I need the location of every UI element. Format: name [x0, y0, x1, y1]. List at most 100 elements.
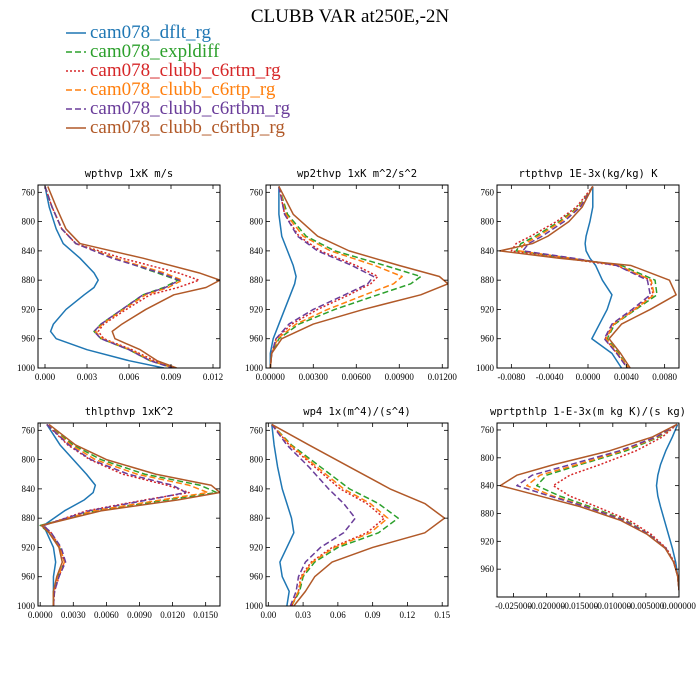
- panel-title: wprtpthlp 1-E-3x(m kg K)/(s kg): [490, 406, 686, 418]
- y-tick-label: 880: [250, 275, 264, 285]
- panel-title: rtpthvp 1E-3x(kg/kg) K: [518, 168, 658, 180]
- x-tick-label: 0.0090: [127, 610, 152, 620]
- x-tick-label: 0.00600: [342, 372, 372, 382]
- x-tick-label: 0.006: [119, 372, 140, 382]
- y-tick-label: 800: [250, 217, 264, 227]
- y-tick-label: 920: [22, 542, 36, 552]
- y-tick-label: 960: [22, 572, 36, 582]
- panel-3: rtpthvp 1E-3x(kg/kg) K 760 800 840 880 920 960…: [476, 168, 680, 382]
- panel-title: thlpthvp 1xK^2: [85, 406, 174, 418]
- y-tick-label: 960: [22, 334, 36, 344]
- y-tick-label: 800: [22, 455, 36, 465]
- x-tick-label: 0.0080: [652, 372, 677, 382]
- y-tick-label: 760: [250, 425, 264, 435]
- series-line-cam078_dflt_rg: [44, 186, 165, 368]
- series-line-cam078_dflt_rg: [655, 424, 679, 591]
- y-tick-label: 840: [22, 484, 36, 494]
- y-tick-label: 840: [250, 484, 264, 494]
- series-line-cam078_expldiff: [515, 186, 658, 368]
- x-tick-label: 0.06: [330, 610, 346, 620]
- x-tick-label: -0.020000: [528, 601, 565, 611]
- y-tick-label: 1000: [17, 601, 36, 611]
- series-line-cam078_expldiff: [44, 186, 179, 368]
- x-tick-label: 0.000000: [662, 601, 696, 611]
- y-tick-label: 920: [481, 304, 495, 314]
- y-tick-label: 840: [22, 246, 36, 256]
- x-tick-label: 0.09: [365, 610, 381, 620]
- legend-label-cam078_clubb_c6rtm_rg: cam078_clubb_c6rtm_rg: [90, 60, 281, 81]
- series-line-cam078_clubb_c6rtbm_rg: [516, 423, 679, 591]
- series-line-cam078_dflt_rg: [271, 424, 295, 606]
- y-tick-label: 760: [481, 425, 495, 435]
- legend: cam078_dflt_rgcam078_expldiffcam078_club…: [66, 22, 291, 138]
- series-line-cam078_clubb_c6rtm_rg: [552, 423, 679, 591]
- panel-title: wp4 1x(m^4)/(s^4): [303, 406, 410, 418]
- x-tick-label: 0.003: [77, 372, 98, 382]
- series-line-cam078_clubb_c6rtbm_rg: [44, 186, 181, 368]
- series-line-cam078_clubb_c6rtbp_rg: [499, 186, 677, 368]
- series-line-cam078_clubb_c6rtm_rg: [269, 186, 379, 368]
- y-tick-label: 840: [481, 481, 495, 491]
- x-tick-label: -0.015000: [561, 601, 598, 611]
- figure-title: CLUBB VAR at250E,-2N: [251, 6, 450, 27]
- y-tick-label: 960: [250, 572, 264, 582]
- x-tick-label: 0.15: [434, 610, 450, 620]
- plot-frame: [265, 184, 449, 369]
- x-tick-label: 0.0030: [61, 610, 86, 620]
- series-line-cam078_clubb_c6rtm_rg: [510, 185, 654, 368]
- y-tick-label: 760: [481, 187, 495, 197]
- panel-4: thlpthvp 1xK^276080084088092096010000.00…: [17, 406, 221, 620]
- panel-title: wp2thvp 1xK m^2/s^2: [297, 168, 417, 180]
- x-tick-label: -0.0080: [497, 372, 525, 382]
- x-tick-label: -0.0040: [536, 372, 564, 382]
- y-tick-label: 880: [250, 513, 264, 523]
- y-tick-label: 880: [481, 275, 495, 285]
- x-tick-label: 0.00000: [256, 372, 286, 382]
- y-tick-label: 880: [481, 508, 495, 518]
- y-tick-label: 840: [250, 246, 264, 256]
- x-tick-label: 0.0120: [160, 610, 185, 620]
- series-line-cam078_clubb_c6rtbp_rg: [271, 423, 446, 606]
- series-line-cam078_clubb_c6rtp_rg: [526, 423, 679, 591]
- x-tick-label: 0.012: [203, 372, 223, 382]
- y-tick-label: 920: [250, 304, 264, 314]
- x-tick-label: 0.0040: [614, 372, 639, 382]
- x-tick-label: -0.025000: [495, 601, 532, 611]
- y-tick-label: 760: [250, 187, 264, 197]
- series-line-cam078_clubb_c6rtbp_rg: [40, 423, 220, 606]
- series-line-cam078_dflt_rg: [269, 186, 297, 368]
- y-tick-label: 1000: [17, 363, 36, 373]
- y-tick-label: 1000: [476, 363, 495, 373]
- x-tick-label: 0.00: [260, 610, 276, 620]
- y-tick-label: 960: [481, 564, 495, 574]
- legend-label-cam078_expldiff: cam078_expldiff: [90, 41, 220, 62]
- y-tick-label: 920: [250, 542, 264, 552]
- legend-label-cam078_clubb_c6rtbm_rg: cam078_clubb_c6rtbm_rg: [90, 98, 291, 119]
- panel-6: wprtpthlp 1-E-3x(m kg K)/(s kg) 760 800 840…: [481, 406, 697, 611]
- y-tick-label: 960: [481, 334, 495, 344]
- x-tick-label: 0.03: [295, 610, 311, 620]
- series-line-cam078_clubb_c6rtp_rg: [41, 423, 209, 606]
- y-tick-label: 840: [481, 246, 495, 256]
- x-tick-label: -0.010000: [594, 601, 631, 611]
- series-line-cam078_clubb_c6rtm_rg: [42, 423, 190, 606]
- series-line-cam078_clubb_c6rtbm_rg: [42, 423, 187, 606]
- series-line-cam078_clubb_c6rtm_rg: [271, 423, 385, 606]
- plot-frame: [265, 422, 449, 607]
- y-tick-label: 800: [22, 217, 36, 227]
- series-line-cam078_clubb_c6rtp_rg: [271, 423, 389, 606]
- series-line-cam078_dflt_rg: [584, 186, 623, 368]
- y-tick-label: 760: [22, 187, 36, 197]
- x-tick-label: -0.005000: [628, 601, 665, 611]
- x-tick-label: 0.0000: [576, 372, 601, 382]
- series-line-cam078_clubb_c6rtbm_rg: [522, 186, 652, 368]
- y-tick-label: 1000: [245, 363, 264, 373]
- y-tick-label: 920: [481, 536, 495, 546]
- panel-1: wpthvp 1xK m/s76080084088092096010000.00…: [17, 168, 223, 382]
- x-tick-label: 0.0000: [28, 610, 53, 620]
- y-tick-label: 920: [22, 304, 36, 314]
- series-line-cam078_clubb_c6rtp_rg: [518, 186, 655, 368]
- y-tick-label: 800: [250, 455, 264, 465]
- legend-label-cam078_clubb_c6rtp_rg: cam078_clubb_c6rtp_rg: [90, 79, 276, 100]
- y-tick-label: 880: [22, 275, 36, 285]
